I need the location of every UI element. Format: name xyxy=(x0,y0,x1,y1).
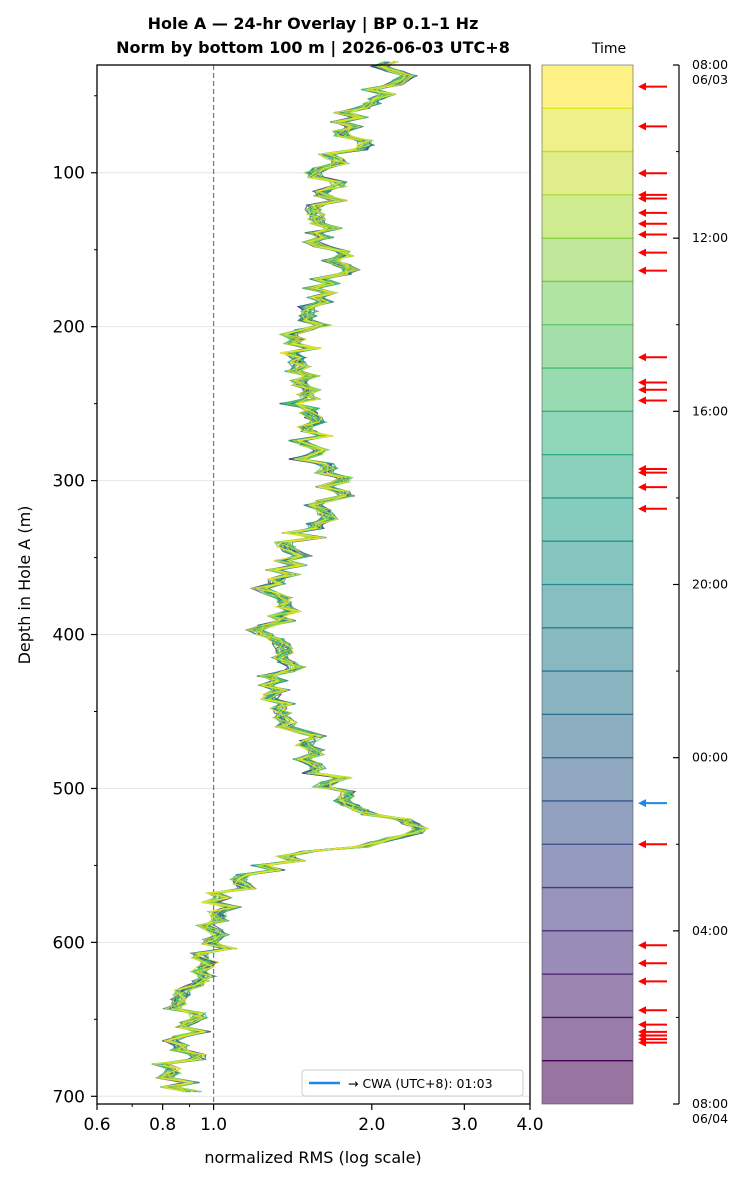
colorbar-segment xyxy=(542,1017,633,1061)
colorbar-segment xyxy=(542,930,633,975)
chart-title-line2: Norm by bottom 100 m | 2026-06-03 UTC+8 xyxy=(116,38,510,58)
colorbar-segment xyxy=(542,1060,633,1104)
event-arrow-head xyxy=(638,230,646,239)
time-tick-label: 06/04 xyxy=(692,1111,728,1126)
time-tick-label: 00:00 xyxy=(692,750,728,765)
event-arrow-head xyxy=(638,504,646,513)
y-tick-label: 500 xyxy=(53,779,85,799)
series-line xyxy=(164,61,420,1093)
cwa-arrow-head xyxy=(638,799,646,808)
x-tick-label: 0.8 xyxy=(149,1115,176,1135)
time-tick-label: 06/03 xyxy=(692,72,728,87)
time-tick-label: 08:00 xyxy=(692,1096,728,1111)
time-tick-label: 20:00 xyxy=(692,577,728,592)
colorbar-segment xyxy=(542,65,633,109)
x-tick-label: 3.0 xyxy=(451,1115,478,1135)
time-tick-label: 16:00 xyxy=(692,403,728,418)
colorbar-segment xyxy=(542,844,633,888)
event-arrow-head xyxy=(638,353,646,362)
series-line xyxy=(162,61,428,1093)
series-line xyxy=(160,61,416,1093)
colorbar-segment xyxy=(542,194,633,239)
event-arrow-head xyxy=(638,194,646,203)
time-tick-label: 04:00 xyxy=(692,923,728,938)
y-tick-label: 600 xyxy=(53,933,85,953)
event-arrow-head xyxy=(638,378,646,387)
colorbar-segment xyxy=(542,974,633,1018)
event-arrow-head xyxy=(638,959,646,968)
series-line xyxy=(165,61,422,1093)
event-arrow-head xyxy=(638,122,646,131)
event-arrow-head xyxy=(638,248,646,257)
colorbar-segment xyxy=(542,368,633,412)
y-tick-label: 100 xyxy=(53,164,85,184)
colorbar-segment xyxy=(542,108,633,152)
x-tick-label: 2.0 xyxy=(358,1115,385,1135)
colorbar-segment xyxy=(542,151,633,195)
y-tick-label: 700 xyxy=(53,1087,85,1107)
event-arrow-head xyxy=(638,396,646,405)
colorbar-segment xyxy=(542,497,633,542)
series-line xyxy=(166,61,426,1093)
colorbar-segment xyxy=(542,324,633,369)
colorbar-segment xyxy=(542,281,633,325)
event-arrow-head xyxy=(638,266,646,275)
y-tick-label: 400 xyxy=(53,626,85,646)
colorbar-segment xyxy=(542,671,633,715)
time-tick-label: 12:00 xyxy=(692,230,728,245)
y-tick-label: 300 xyxy=(53,472,85,492)
colorbar-segment xyxy=(542,800,633,845)
y-tick-label: 200 xyxy=(53,318,85,338)
colorbar-title: Time xyxy=(591,41,626,57)
colorbar-segment xyxy=(542,238,633,282)
plot-frame xyxy=(96,64,531,1105)
x-tick-label: 4.0 xyxy=(516,1115,543,1135)
chart-title-line1: Hole A — 24-hr Overlay | BP 0.1–1 Hz xyxy=(148,14,479,34)
event-arrow-head xyxy=(638,483,646,492)
event-arrow-head xyxy=(638,169,646,178)
event-arrow-head xyxy=(638,1038,646,1047)
y-axis-label: Depth in Hole A (m) xyxy=(15,506,34,665)
legend-label: → CWA (UTC+8): 01:03 xyxy=(348,1076,493,1091)
event-arrow-head xyxy=(638,385,646,394)
colorbar-frame xyxy=(541,64,634,1105)
time-tick-label: 08:00 xyxy=(692,57,728,72)
colorbar-segment xyxy=(542,584,633,628)
colorbar-segment xyxy=(542,541,633,585)
colorbar-segment xyxy=(542,411,633,455)
legend-box xyxy=(301,1069,524,1097)
colorbar-segment xyxy=(542,714,633,758)
event-arrow-head xyxy=(638,941,646,950)
colorbar-segment xyxy=(542,887,633,931)
x-axis-label: normalized RMS (log scale) xyxy=(204,1148,421,1167)
event-arrow-head xyxy=(638,219,646,228)
colorbar-segment xyxy=(542,757,633,801)
event-arrow-head xyxy=(638,1020,646,1029)
event-arrow-head xyxy=(638,208,646,217)
x-tick-label: 0.6 xyxy=(83,1115,110,1135)
colorbar-segment xyxy=(542,627,633,672)
colorbar-segment xyxy=(542,454,633,498)
event-arrow-head xyxy=(638,840,646,849)
event-arrow-head xyxy=(638,977,646,986)
event-arrow-head xyxy=(638,82,646,91)
event-arrow-head xyxy=(638,468,646,477)
x-tick-label: 1.0 xyxy=(200,1115,227,1135)
event-arrow-head xyxy=(638,1006,646,1015)
